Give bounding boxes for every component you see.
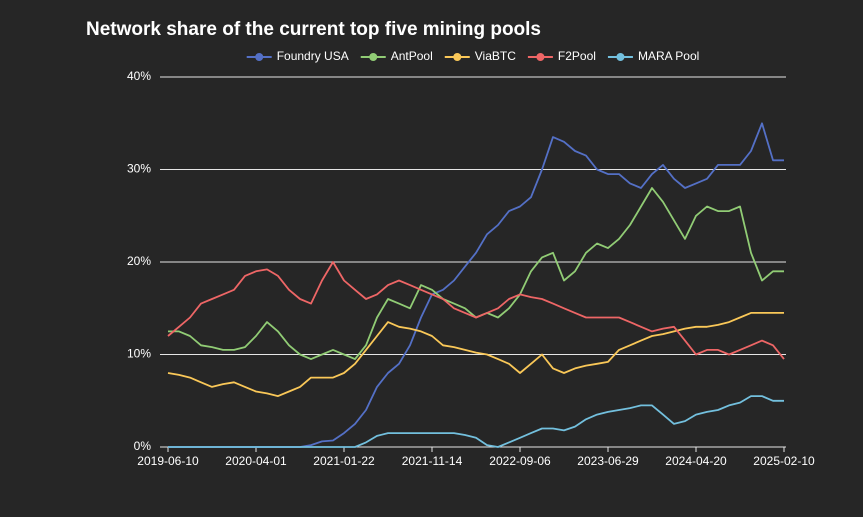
legend-label: ViaBTC xyxy=(475,49,516,63)
y-tick-label: 20% xyxy=(127,254,151,268)
legend-label: AntPool xyxy=(391,49,433,63)
x-tick-label: 2025-02-10 xyxy=(753,454,815,468)
legend-label: F2Pool xyxy=(558,49,596,63)
chart-title: Network share of the current top five mi… xyxy=(86,19,541,40)
legend-label: Foundry USA xyxy=(277,49,349,63)
legend-marker xyxy=(369,53,378,61)
legend-marker xyxy=(616,53,625,61)
legend-marker xyxy=(255,53,264,61)
y-tick-label: 40% xyxy=(127,69,151,83)
y-tick-label: 0% xyxy=(134,439,152,453)
legend: Foundry USA AntPool ViaBTC F2Pool MARA Pool xyxy=(246,49,699,63)
legend-label: MARA Pool xyxy=(638,49,699,63)
series-line xyxy=(167,261,785,360)
y-tick-label: 10% xyxy=(127,347,151,361)
legend-item: Foundry USA xyxy=(246,49,349,63)
series-line xyxy=(168,395,784,448)
x-tick-label: 2019-06-10 xyxy=(137,454,199,468)
legend-item: AntPool xyxy=(360,49,433,63)
x-tick-label: 2023-06-29 xyxy=(577,454,639,468)
x-tick-label: 2021-01-22 xyxy=(313,454,375,468)
legend-item: F2Pool xyxy=(527,49,596,63)
legend-item: MARA Pool xyxy=(607,49,699,63)
x-tick-label: 2022-09-06 xyxy=(489,454,551,468)
series-line xyxy=(167,312,784,397)
x-tick-label: 2021-11-14 xyxy=(402,454,463,468)
x-tick-label: 2020-04-01 xyxy=(225,454,287,468)
legend-marker xyxy=(453,53,462,61)
legend-item: ViaBTC xyxy=(444,49,516,63)
legend-marker xyxy=(536,53,545,61)
y-tick-label: 30% xyxy=(127,162,151,176)
x-tick-label: 2024-04-20 xyxy=(665,454,727,468)
